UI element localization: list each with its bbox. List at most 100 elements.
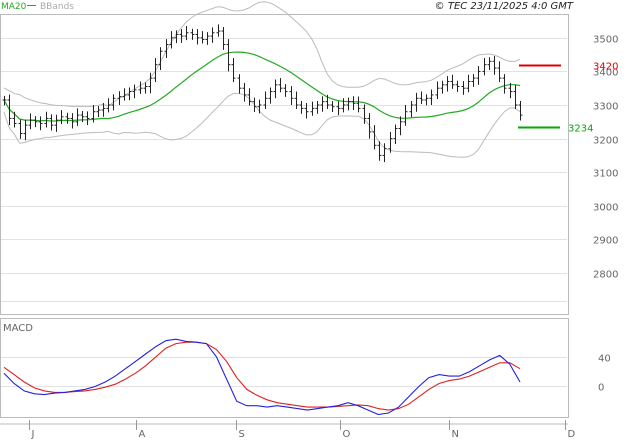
ohlc-bar (210, 27, 215, 43)
ohlc-bar (28, 113, 33, 130)
x-tick-label: S (239, 429, 245, 440)
ohlc-bar (184, 26, 189, 41)
ohlc-bar (226, 39, 231, 72)
ohlc-bar (54, 114, 59, 132)
ohlc-bar (356, 96, 361, 113)
support-label: 3234 (568, 124, 593, 135)
ohlc-bar (294, 91, 299, 110)
ma20-polyline (3, 51, 521, 122)
ohlc-bar (138, 81, 143, 94)
ohlc-bar (257, 99, 262, 114)
legend-bbands: BBands (40, 2, 74, 12)
ohlc-bar (75, 108, 80, 126)
ohlc-bar (372, 125, 377, 150)
ohlc-bar (429, 89, 434, 105)
ohlc-bar (304, 102, 309, 119)
ohlc-bar (518, 100, 523, 121)
ohlc-bar (237, 74, 242, 94)
x-tick-label: D (568, 429, 576, 440)
ohlc-bar (508, 82, 513, 99)
ohlc-bar (315, 100, 320, 114)
ohlc-bar (205, 32, 210, 45)
ohlc-bar (476, 66, 481, 85)
ohlc-bar (310, 101, 315, 116)
resistance-label: 3420 (593, 62, 618, 73)
ohlc-bar (351, 96, 356, 111)
ohlc-bar (440, 80, 445, 94)
macd-y-tick: 0 (598, 383, 604, 394)
ohlc-bar (403, 105, 408, 126)
bollinger-bands (3, 1, 521, 158)
ohlc-bar (487, 57, 492, 71)
ohlc-bar (164, 39, 169, 58)
ohlc-bar (283, 84, 288, 97)
ohlc-bar (70, 113, 75, 129)
ohlc-bar (336, 101, 341, 116)
ohlc-bar (471, 74, 476, 87)
ohlc-bar (2, 95, 7, 106)
ohlc-bar (466, 74, 471, 93)
x-tick-label: O (343, 429, 351, 440)
ohlc-bar (12, 111, 17, 128)
ohlc-bar (346, 97, 351, 111)
price-y-tick: 3400 (593, 68, 618, 79)
legend-ma20: MA20 (1, 2, 27, 12)
ohlc-bar (341, 98, 346, 113)
ohlc-bar (278, 78, 283, 93)
ohlc-bar (424, 94, 429, 106)
ohlc-bar (132, 84, 137, 99)
ohlc-bar (419, 91, 424, 104)
macd-y-tick: 40 (598, 354, 611, 365)
ohlc-bar (117, 91, 122, 105)
ohlc-bar (96, 106, 101, 118)
ohlc-bar (268, 87, 273, 104)
copyright-stamp: © TEC 23/11/2025 4:0 GMT (435, 1, 574, 12)
ohlc-bar (325, 94, 330, 110)
ohlc-bar (91, 105, 96, 123)
ohlc-bar (445, 76, 450, 92)
ohlc-bar (59, 110, 64, 125)
ohlc-bar (111, 94, 116, 111)
ohlc-bar (127, 87, 132, 101)
ohlc-bar (33, 116, 38, 128)
ohlc-bar (409, 100, 414, 118)
ohlc-bar (320, 96, 325, 112)
ohlc-bar (179, 29, 184, 43)
bbands-upper-line (3, 1, 521, 108)
ohlc-bar (169, 31, 174, 49)
ohlc-bar (231, 57, 236, 83)
ohlc-bar (398, 116, 403, 136)
ohlc-bar (65, 112, 70, 124)
ohlc-bar (242, 82, 247, 102)
ohlc-bar (195, 29, 200, 45)
x-tick-label: N (452, 429, 459, 440)
legend: MA20 BBands (1, 2, 74, 12)
ohlc-bar (148, 72, 153, 94)
ohlc-bar (382, 143, 387, 163)
ohlc-bar (388, 131, 393, 153)
ohlc-bar (44, 111, 49, 128)
ohlc-bar (263, 91, 268, 110)
ohlc-bar (502, 74, 507, 94)
ohlc-bar (106, 98, 111, 113)
ohlc-bar (377, 141, 382, 161)
macd-title: MACD (3, 323, 33, 334)
price-y-tick: 3300 (593, 102, 618, 113)
ohlc-bar (190, 28, 195, 40)
ohlc-bar (49, 114, 54, 131)
ohlc-bar (247, 88, 252, 106)
ohlc-bar (101, 102, 106, 117)
price-y-tick: 2900 (593, 236, 618, 247)
ohlc-bar (455, 80, 460, 92)
ohlc-bar (85, 111, 90, 126)
ohlc-bar (174, 30, 179, 44)
ohlc-bar (482, 57, 487, 76)
ohlc-bar (80, 111, 85, 123)
ma20-line (3, 51, 521, 122)
price-y-tick: 3200 (593, 136, 618, 147)
ohlc-bar (38, 116, 43, 131)
ohlc-bars (2, 24, 523, 163)
level-markers: 3420 3234 (518, 62, 618, 135)
